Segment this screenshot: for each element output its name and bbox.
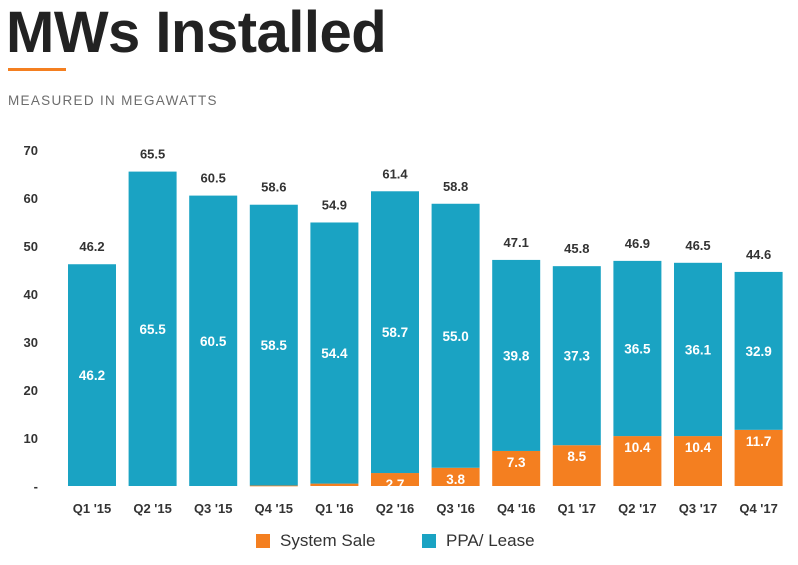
legend: System Sale PPA/ Lease	[0, 531, 798, 557]
bar-segment-ppa-lease[interactable]	[492, 259, 541, 451]
ppa-lease-value-label: 65.5	[139, 322, 166, 337]
bar-segment-ppa-lease[interactable]	[734, 271, 783, 430]
bar-segment-system-sale[interactable]	[492, 450, 541, 486]
bar-segment-ppa-lease[interactable]	[249, 204, 298, 486]
bar-segment-ppa-lease[interactable]	[189, 195, 238, 486]
chart-subtitle: MEASURED IN MEGAWATTS	[8, 93, 218, 108]
system-sale-value-label: 10.4	[624, 440, 651, 455]
x-tick-label: Q2 '17	[618, 501, 657, 516]
page-title: MWs Installed	[6, 0, 387, 65]
ppa-lease-value-label: 37.3	[564, 349, 591, 364]
y-tick-label: 60	[24, 191, 38, 206]
system-sale-value-label: 8.5	[567, 449, 586, 464]
bar-segment-ppa-lease[interactable]	[68, 264, 116, 486]
ppa-lease-value-label: 54.4	[321, 346, 348, 361]
ppa-lease-value-label: 32.9	[745, 344, 771, 359]
x-tick-label: Q3 '17	[679, 501, 718, 516]
x-tick-label: Q1 '15	[73, 501, 112, 516]
bar-segment-system-sale[interactable]	[431, 467, 480, 486]
y-tick-label: -	[34, 479, 38, 494]
bar-segment-system-sale[interactable]	[371, 473, 419, 486]
bar-total-label: 44.6	[746, 247, 771, 262]
system-sale-value-label: 2.7	[386, 477, 405, 492]
y-tick-label: 10	[24, 431, 38, 446]
bar-segment-system-sale[interactable]	[674, 436, 722, 486]
ppa-lease-swatch	[422, 534, 436, 548]
x-tick-label: Q4 '16	[497, 501, 536, 516]
ppa-lease-value-label: 36.5	[624, 341, 651, 356]
bar-total-label: 60.5	[201, 171, 226, 186]
bar-segment-system-sale[interactable]	[249, 485, 298, 487]
bar-segment-ppa-lease[interactable]	[310, 222, 359, 484]
bar-segment-ppa-lease[interactable]	[674, 262, 722, 437]
x-tick-label: Q1 '17	[558, 501, 597, 516]
bar-segment-ppa-lease[interactable]	[371, 191, 419, 474]
x-tick-label: Q2 '16	[376, 501, 415, 516]
system-sale-value-label: 10.4	[685, 440, 712, 455]
bar-segment-ppa-lease[interactable]	[431, 203, 480, 468]
y-tick-label: 30	[24, 335, 38, 350]
bar-segment-ppa-lease[interactable]	[613, 260, 662, 437]
bar-total-label: 46.2	[79, 239, 104, 254]
system-sale-swatch	[256, 534, 270, 548]
bar-total-label: 54.9	[322, 197, 347, 212]
system-sale-value-label: 11.7	[746, 434, 772, 449]
title-accent-rule	[8, 68, 66, 71]
y-tick-label: 70	[24, 143, 38, 158]
legend-item-ppa-lease[interactable]: PPA/ Lease	[422, 531, 535, 551]
bars: 46.2 46.2 65.5 65.5 60.5 60.5 58.5 58.6 54.4 54.9…	[68, 147, 783, 492]
ppa-lease-value-label: 55.0	[442, 329, 468, 344]
stacked-bar-chart: - 10 20 30 40 50 60 70 46.2 46.2 65.5 65.5 60.5 60.5…	[24, 143, 783, 516]
y-axis: - 10 20 30 40 50 60 70	[24, 143, 38, 494]
bar-total-label: 46.5	[685, 238, 710, 253]
bar-total-label: 58.8	[443, 179, 468, 194]
legend-label-system-sale: System Sale	[280, 531, 376, 550]
bar-segment-system-sale[interactable]	[613, 436, 662, 486]
bar-segment-system-sale[interactable]	[310, 483, 359, 486]
ppa-lease-value-label: 46.2	[79, 368, 105, 383]
system-sale-value-label: 7.3	[507, 455, 526, 470]
y-tick-label: 20	[24, 383, 38, 398]
ppa-lease-value-label: 60.5	[200, 334, 227, 349]
ppa-lease-value-label: 36.1	[685, 342, 712, 357]
bar-segment-ppa-lease[interactable]	[128, 171, 177, 486]
x-tick-label: Q1 '16	[315, 501, 354, 516]
x-tick-label: Q4 '17	[739, 501, 778, 516]
bar-total-label: 46.9	[625, 236, 650, 251]
bar-total-label: 45.8	[564, 241, 589, 256]
x-tick-label: Q3 '15	[194, 501, 233, 516]
bar-total-label: 58.6	[261, 180, 286, 195]
x-tick-label: Q2 '15	[133, 501, 172, 516]
y-tick-label: 40	[24, 287, 38, 302]
bar-total-label: 61.4	[382, 166, 408, 181]
ppa-lease-value-label: 58.5	[261, 338, 288, 353]
x-tick-label: Q4 '15	[255, 501, 294, 516]
bar-segment-system-sale[interactable]	[552, 445, 601, 486]
legend-label-ppa-lease: PPA/ Lease	[446, 531, 535, 550]
legend-item-system-sale[interactable]: System Sale	[256, 531, 375, 551]
bar-segment-system-sale[interactable]	[734, 429, 783, 486]
ppa-lease-value-label: 58.7	[382, 325, 408, 340]
x-tick-label: Q3 '16	[436, 501, 475, 516]
y-tick-label: 50	[24, 239, 38, 254]
ppa-lease-value-label: 39.8	[503, 348, 530, 363]
system-sale-value-label: 3.8	[446, 472, 465, 487]
bar-total-label: 65.5	[140, 147, 165, 162]
x-axis: Q1 '15 Q2 '15 Q3 '15 Q4 '15 Q1 '16 Q2 '16 Q3 '…	[73, 501, 778, 516]
bar-segment-ppa-lease[interactable]	[552, 266, 601, 446]
bar-total-label: 47.1	[504, 235, 529, 250]
